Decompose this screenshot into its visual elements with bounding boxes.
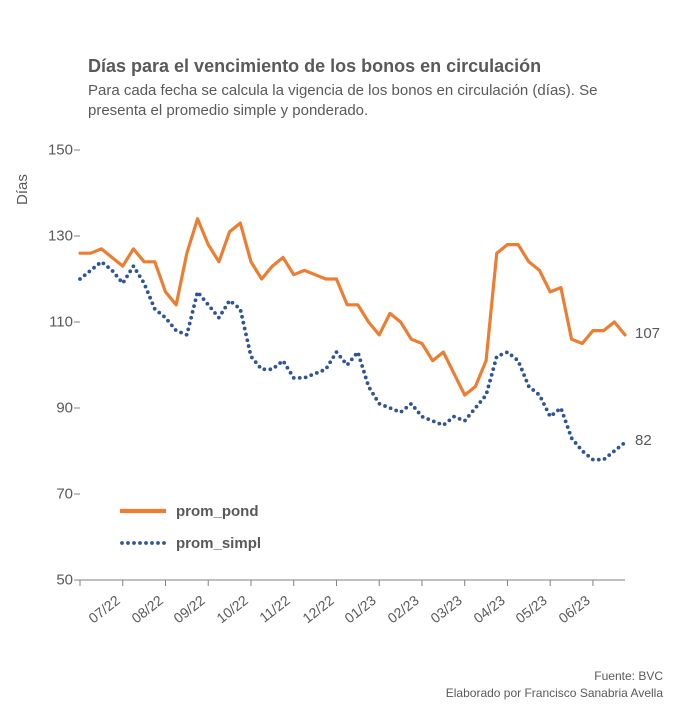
legend-item-prom_pond: prom_pond bbox=[120, 498, 261, 524]
legend-item-prom_simpl: prom_simpl bbox=[120, 530, 261, 556]
legend-swatch bbox=[120, 504, 166, 518]
y-axis-label: Días bbox=[14, 174, 31, 205]
legend: prom_pond prom_simpl bbox=[120, 498, 261, 562]
x-tick-label: 06/23 bbox=[556, 592, 593, 626]
x-tick-label: 01/23 bbox=[342, 592, 379, 626]
footer-source: Fuente: BVC bbox=[446, 668, 663, 685]
x-tick-label: 03/23 bbox=[427, 592, 464, 626]
series-prom_pond bbox=[80, 219, 625, 395]
legend-swatch bbox=[120, 536, 166, 550]
chart-container: Días para el vencimiento de los bonos en… bbox=[0, 0, 693, 720]
x-tick-label: 02/23 bbox=[385, 592, 422, 626]
x-tick-label: 12/22 bbox=[299, 592, 336, 626]
x-tick-label: 05/23 bbox=[513, 592, 550, 626]
y-tick-label: 70 bbox=[33, 486, 73, 503]
footer: Fuente: BVC Elaborado por Francisco Sana… bbox=[446, 668, 663, 702]
chart-title: Días para el vencimiento de los bonos en… bbox=[88, 56, 648, 77]
legend-label: prom_simpl bbox=[176, 535, 261, 552]
x-tick-label: 04/23 bbox=[470, 592, 507, 626]
title-block: Días para el vencimiento de los bonos en… bbox=[88, 56, 648, 120]
y-tick-label: 130 bbox=[33, 228, 73, 245]
y-tick-label: 110 bbox=[33, 314, 73, 331]
chart-subtitle: Para cada fecha se calcula la vigencia d… bbox=[88, 81, 648, 120]
end-label-prom_pond: 107 bbox=[635, 325, 660, 342]
x-tick-label: 07/22 bbox=[85, 592, 122, 626]
footer-author: Elaborado por Francisco Sanabria Avella bbox=[446, 685, 663, 702]
x-tick-label: 09/22 bbox=[171, 592, 208, 626]
y-tick-label: 50 bbox=[33, 572, 73, 589]
x-tick-label: 10/22 bbox=[214, 592, 251, 626]
y-tick-label: 90 bbox=[33, 400, 73, 417]
x-tick-label: 08/22 bbox=[128, 592, 165, 626]
x-tick-label: 11/22 bbox=[256, 592, 293, 626]
y-tick-label: 150 bbox=[33, 142, 73, 159]
series-prom_simpl bbox=[78, 262, 625, 462]
legend-label: prom_pond bbox=[176, 503, 259, 520]
end-label-prom_simpl: 82 bbox=[635, 432, 652, 449]
